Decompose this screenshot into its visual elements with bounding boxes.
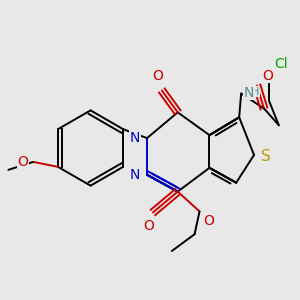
Text: O: O [152,69,164,82]
Text: Cl: Cl [274,57,287,71]
Text: N: N [244,85,254,100]
Text: O: O [203,214,214,228]
Text: N: N [130,131,140,145]
Text: O: O [262,69,273,82]
Text: S: S [261,149,271,164]
Text: H: H [251,86,260,97]
Text: O: O [17,155,28,169]
Text: O: O [144,219,154,233]
Text: N: N [130,168,140,182]
